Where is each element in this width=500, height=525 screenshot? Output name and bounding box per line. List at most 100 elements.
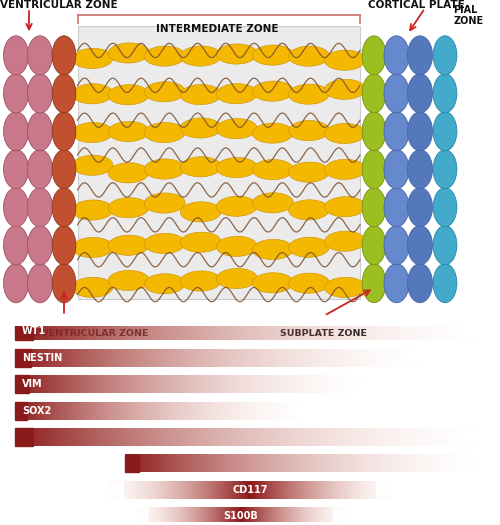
- Polygon shape: [334, 508, 346, 525]
- Polygon shape: [462, 428, 480, 446]
- Ellipse shape: [252, 272, 294, 293]
- Ellipse shape: [324, 231, 366, 251]
- Polygon shape: [15, 375, 29, 393]
- Text: PIAL
ZONE: PIAL ZONE: [454, 5, 484, 26]
- Ellipse shape: [52, 74, 76, 113]
- Ellipse shape: [72, 122, 113, 143]
- Ellipse shape: [252, 193, 294, 213]
- Ellipse shape: [72, 237, 113, 258]
- Ellipse shape: [252, 45, 294, 65]
- Polygon shape: [15, 349, 31, 366]
- Ellipse shape: [144, 82, 185, 102]
- Ellipse shape: [384, 112, 409, 151]
- Ellipse shape: [28, 112, 52, 151]
- Ellipse shape: [52, 36, 76, 75]
- Ellipse shape: [362, 112, 386, 151]
- Polygon shape: [376, 481, 394, 499]
- Text: CORTICAL PLATE: CORTICAL PLATE: [368, 0, 464, 10]
- Text: PAX2: PAX2: [0, 432, 8, 442]
- Polygon shape: [462, 322, 480, 340]
- Ellipse shape: [362, 226, 386, 265]
- Ellipse shape: [384, 226, 409, 265]
- Ellipse shape: [180, 46, 221, 66]
- Ellipse shape: [216, 268, 258, 289]
- Text: SOX2: SOX2: [22, 406, 52, 416]
- Ellipse shape: [362, 264, 386, 303]
- Ellipse shape: [144, 274, 185, 294]
- Bar: [78, 26, 360, 299]
- Ellipse shape: [4, 188, 28, 227]
- Ellipse shape: [433, 150, 457, 189]
- Ellipse shape: [288, 120, 330, 141]
- Text: CD117: CD117: [232, 485, 268, 495]
- Ellipse shape: [144, 159, 185, 179]
- Ellipse shape: [252, 239, 294, 259]
- Ellipse shape: [288, 273, 330, 293]
- Ellipse shape: [216, 119, 258, 139]
- Ellipse shape: [288, 200, 330, 220]
- Polygon shape: [296, 402, 308, 419]
- Ellipse shape: [28, 226, 52, 265]
- Ellipse shape: [362, 188, 386, 227]
- Ellipse shape: [180, 157, 221, 177]
- Ellipse shape: [108, 270, 149, 290]
- Ellipse shape: [324, 159, 366, 180]
- Ellipse shape: [180, 232, 221, 253]
- Text: NESTIN: NESTIN: [22, 353, 62, 363]
- Polygon shape: [106, 481, 124, 499]
- Ellipse shape: [252, 81, 294, 101]
- Ellipse shape: [216, 158, 258, 177]
- Ellipse shape: [28, 36, 52, 75]
- Ellipse shape: [216, 196, 258, 216]
- Ellipse shape: [362, 74, 386, 113]
- Ellipse shape: [216, 44, 258, 64]
- Ellipse shape: [144, 233, 185, 254]
- Ellipse shape: [362, 36, 386, 75]
- Ellipse shape: [108, 121, 149, 142]
- Polygon shape: [15, 322, 34, 340]
- Ellipse shape: [28, 74, 52, 113]
- Polygon shape: [125, 455, 140, 472]
- Ellipse shape: [384, 264, 409, 303]
- Ellipse shape: [180, 85, 221, 104]
- Ellipse shape: [433, 188, 457, 227]
- Ellipse shape: [216, 236, 258, 257]
- Ellipse shape: [72, 155, 113, 175]
- Ellipse shape: [4, 226, 28, 265]
- Ellipse shape: [52, 188, 76, 227]
- Ellipse shape: [408, 74, 432, 113]
- Ellipse shape: [433, 226, 457, 265]
- Ellipse shape: [28, 150, 52, 189]
- Text: INTERMEDIATE ZONE: INTERMEDIATE ZONE: [156, 24, 279, 35]
- Polygon shape: [15, 402, 26, 419]
- Ellipse shape: [362, 150, 386, 189]
- Ellipse shape: [433, 74, 457, 113]
- Ellipse shape: [4, 74, 28, 113]
- Ellipse shape: [408, 264, 432, 303]
- Ellipse shape: [4, 36, 28, 75]
- Text: WT1: WT1: [22, 327, 46, 337]
- Text: NSE: NSE: [96, 459, 118, 469]
- Ellipse shape: [216, 83, 258, 104]
- Ellipse shape: [324, 277, 366, 298]
- Ellipse shape: [433, 112, 457, 151]
- Ellipse shape: [288, 237, 330, 257]
- Ellipse shape: [52, 112, 76, 151]
- Ellipse shape: [324, 50, 366, 70]
- Ellipse shape: [180, 271, 221, 291]
- Ellipse shape: [324, 123, 366, 143]
- Text: S100B: S100B: [223, 511, 258, 521]
- Ellipse shape: [52, 264, 76, 303]
- Ellipse shape: [4, 112, 28, 151]
- Ellipse shape: [433, 36, 457, 75]
- Ellipse shape: [144, 122, 185, 143]
- Ellipse shape: [4, 150, 28, 189]
- Ellipse shape: [384, 188, 409, 227]
- Polygon shape: [466, 455, 480, 472]
- Ellipse shape: [252, 160, 294, 180]
- Ellipse shape: [324, 197, 366, 217]
- Ellipse shape: [384, 74, 409, 113]
- Ellipse shape: [144, 193, 185, 213]
- Ellipse shape: [408, 150, 432, 189]
- Ellipse shape: [384, 36, 409, 75]
